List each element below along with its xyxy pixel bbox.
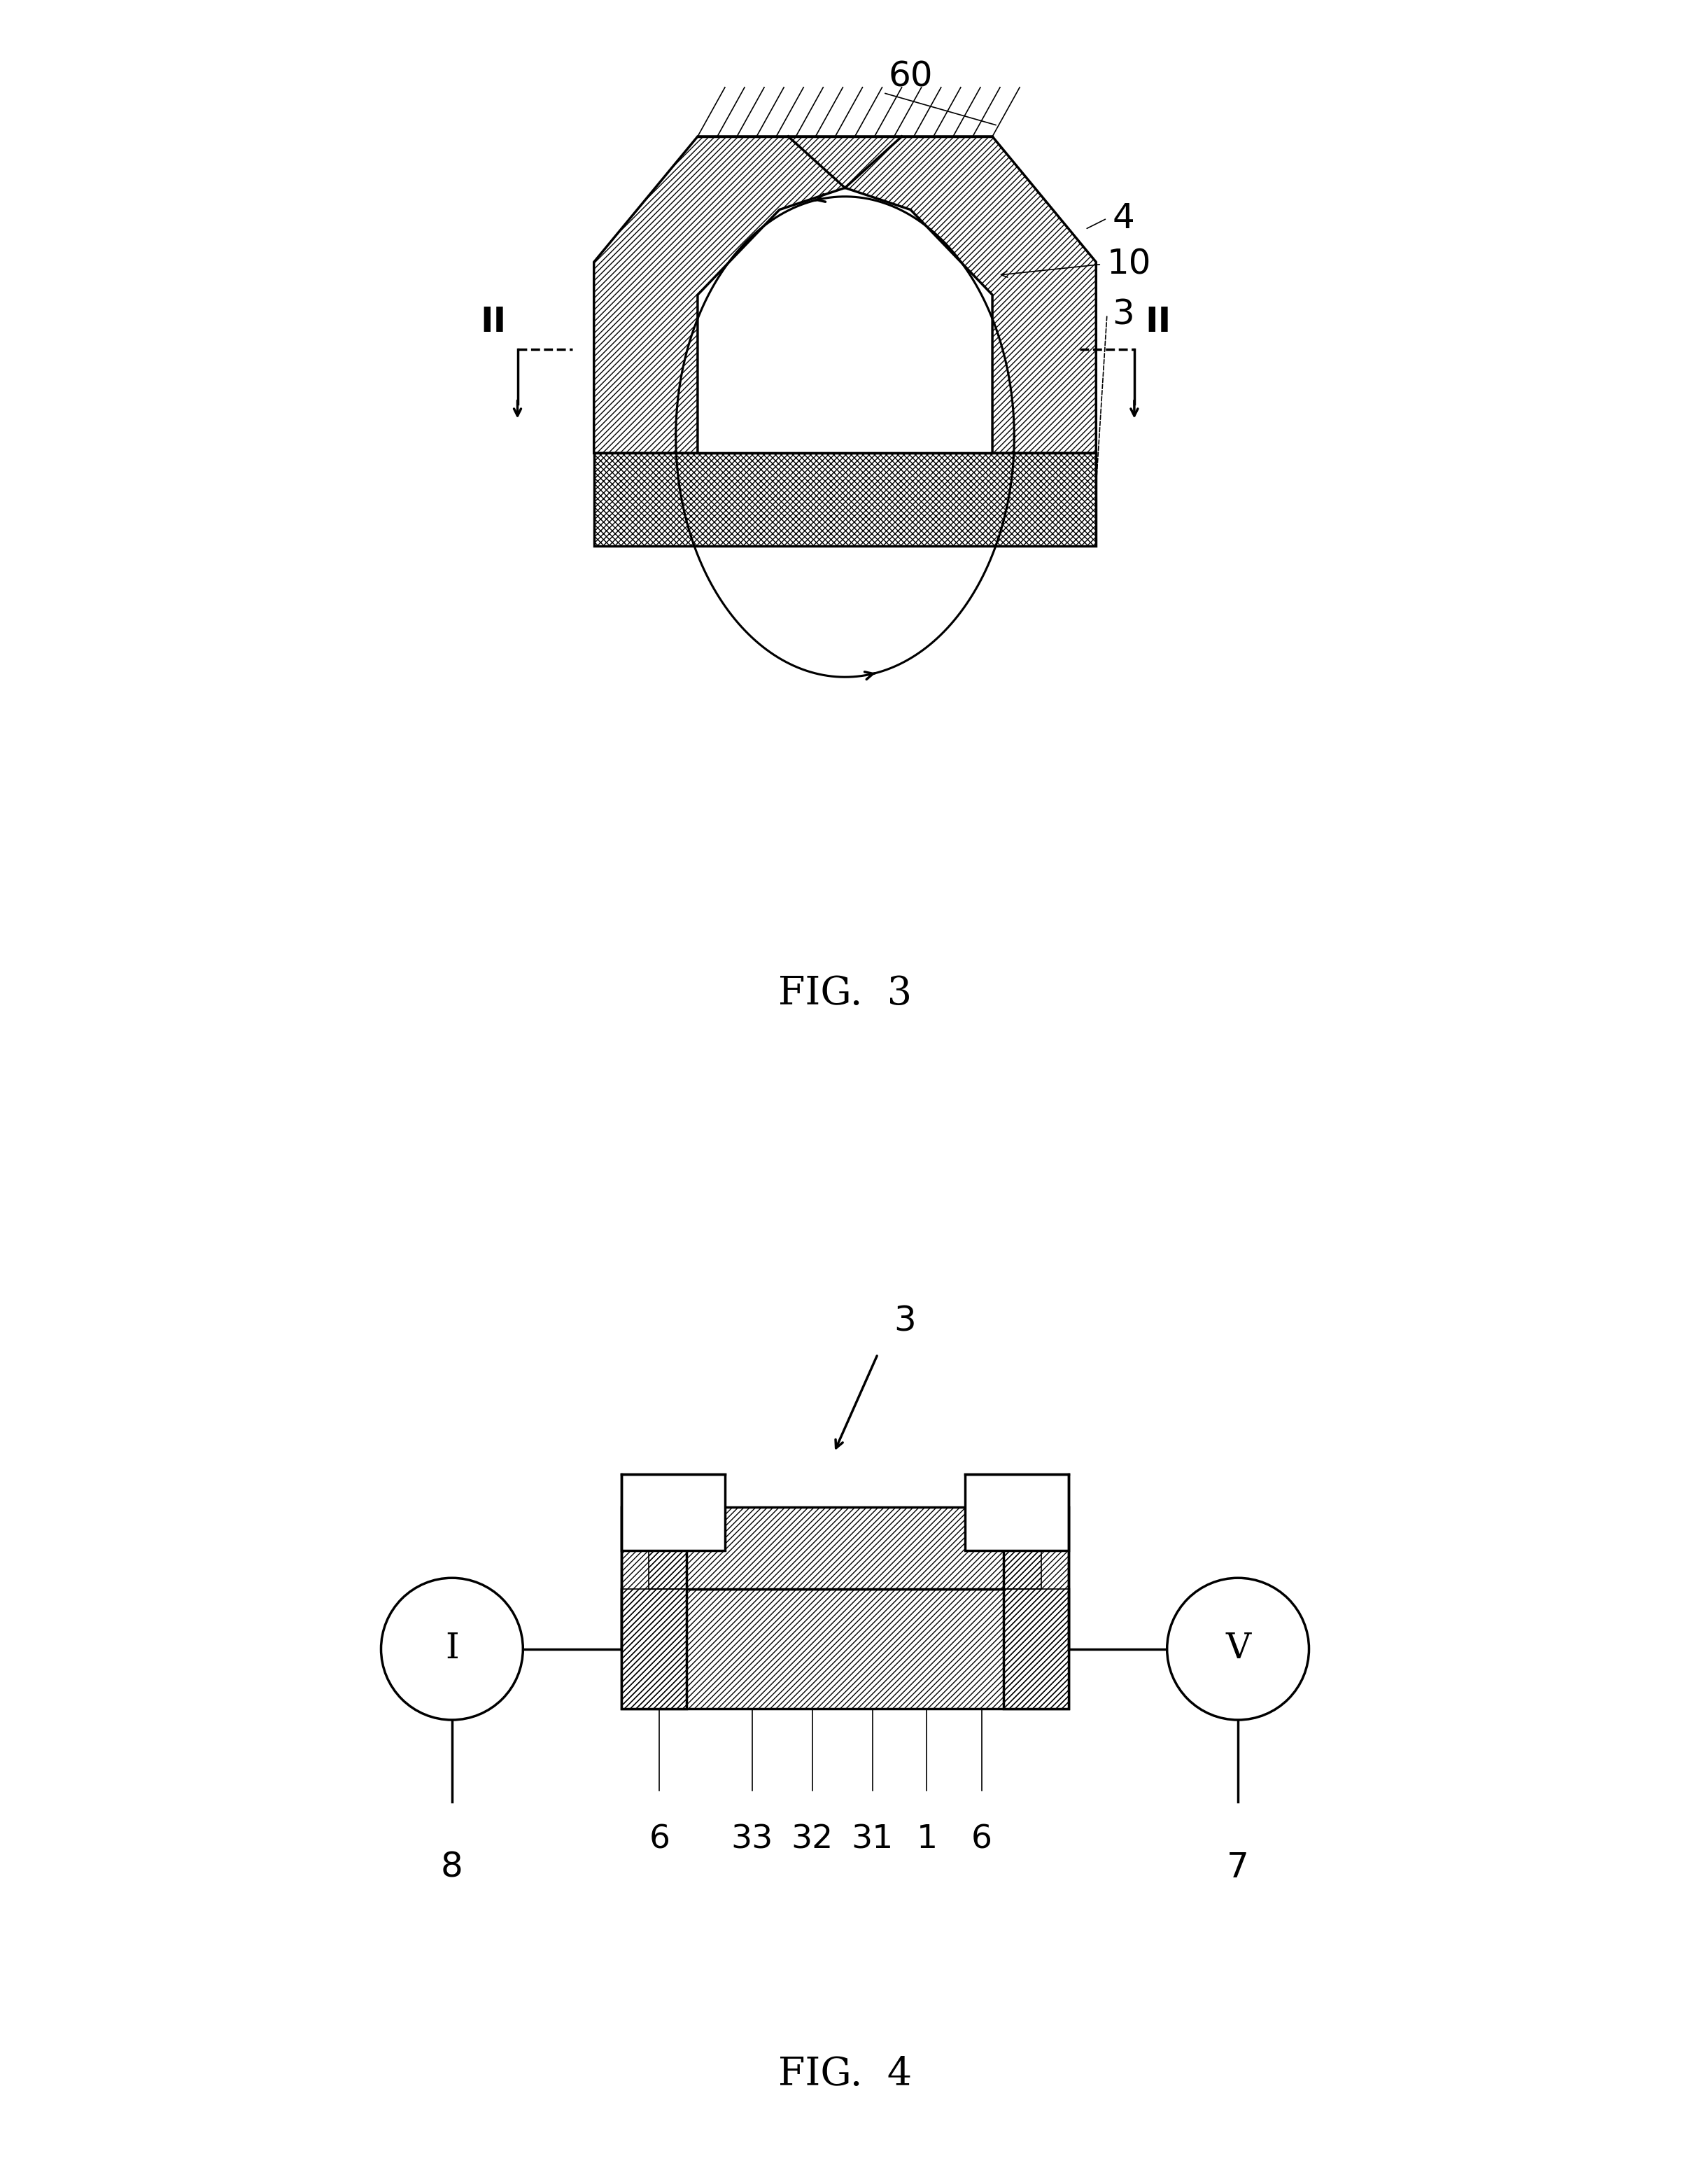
Text: 60: 60 bbox=[889, 59, 933, 94]
Bar bbox=[622, 1507, 686, 1708]
Bar bbox=[593, 454, 1097, 546]
Text: 31: 31 bbox=[852, 1824, 894, 1854]
Text: II: II bbox=[1146, 306, 1171, 339]
Text: 32: 32 bbox=[791, 1824, 833, 1854]
Text: 10: 10 bbox=[1107, 247, 1151, 282]
Circle shape bbox=[380, 1577, 522, 1721]
Bar bbox=[622, 1507, 686, 1708]
Polygon shape bbox=[698, 188, 992, 454]
Text: 4: 4 bbox=[1112, 201, 1134, 236]
Text: 6: 6 bbox=[972, 1824, 992, 1854]
Text: V: V bbox=[1225, 1631, 1251, 1666]
Polygon shape bbox=[593, 135, 1097, 454]
Bar bbox=[649, 1507, 1041, 1590]
Text: 7: 7 bbox=[1227, 1850, 1249, 1885]
Text: 8: 8 bbox=[441, 1850, 463, 1885]
Bar bbox=[622, 1590, 1068, 1708]
Bar bbox=[965, 1474, 1068, 1551]
Text: 3: 3 bbox=[1112, 297, 1134, 332]
Text: 6: 6 bbox=[649, 1824, 669, 1854]
Bar bbox=[1004, 1507, 1068, 1708]
Text: I: I bbox=[444, 1631, 460, 1666]
Text: II: II bbox=[480, 306, 507, 339]
Bar bbox=[622, 1590, 1068, 1708]
Bar bbox=[1004, 1507, 1068, 1708]
Bar bbox=[622, 1474, 725, 1551]
Circle shape bbox=[1168, 1577, 1310, 1721]
Text: 33: 33 bbox=[732, 1824, 774, 1854]
Text: 1: 1 bbox=[916, 1824, 938, 1854]
Text: FIG.  4: FIG. 4 bbox=[777, 2055, 913, 2094]
Text: 3: 3 bbox=[894, 1304, 916, 1339]
Bar bbox=[593, 454, 1097, 546]
Text: FIG.  3: FIG. 3 bbox=[777, 974, 913, 1013]
Bar bbox=[649, 1507, 1041, 1590]
